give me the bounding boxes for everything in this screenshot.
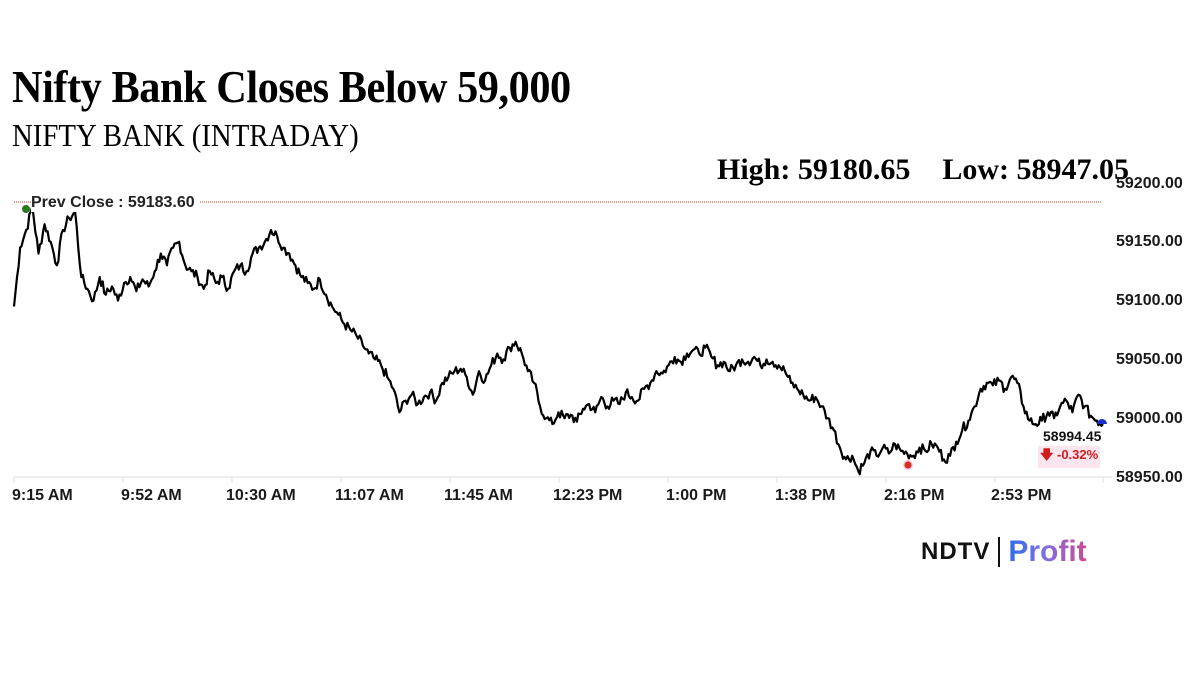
prev-close-label: Prev Close : 59183.60 xyxy=(31,194,199,212)
high-value: High: 59180.65 xyxy=(717,153,911,186)
x-tick-label: 11:45 AM xyxy=(444,487,513,504)
ndtv-profit-logo: NDTV Profit xyxy=(921,535,1087,569)
x-tick-label: 12:23 PM xyxy=(553,487,623,504)
x-tick-label: 10:30 AM xyxy=(226,487,296,504)
x-tick-label: 2:16 PM xyxy=(884,487,945,504)
y-tick-label: 58950.00 xyxy=(1116,469,1183,486)
x-axis-tick-marks xyxy=(13,477,1104,483)
x-tick-label: 11:07 AM xyxy=(335,487,404,504)
last-price-label: 58994.45 xyxy=(1043,428,1102,444)
x-tick-label: 2:53 PM xyxy=(991,487,1052,504)
change-badge: 🡇 -0.32% xyxy=(1038,446,1101,468)
y-tick-label: 59050.00 xyxy=(1116,351,1183,368)
y-tick-label: 59200.00 xyxy=(1116,175,1183,192)
x-tick-label: 9:15 AM xyxy=(12,487,73,504)
price-line xyxy=(12,205,1104,476)
y-tick-label: 59100.00 xyxy=(1116,292,1183,309)
arrow-down-icon: 🡇 xyxy=(1040,447,1054,462)
low-marker-dot xyxy=(904,461,912,469)
profit-wordmark: Profit xyxy=(1008,535,1087,568)
chart-subtitle: NIFTY BANK (INTRADAY) xyxy=(12,117,359,153)
logo-divider xyxy=(998,537,1001,567)
x-tick-label: 9:52 AM xyxy=(121,487,182,504)
high-low-summary: High: 59180.65 Low: 58947.05 xyxy=(717,153,1129,187)
change-percent: -0.32% xyxy=(1057,447,1099,462)
x-tick-label: 1:00 PM xyxy=(666,487,727,504)
y-tick-label: 59000.00 xyxy=(1116,410,1183,427)
y-tick-label: 59150.00 xyxy=(1116,233,1183,250)
high-marker xyxy=(22,205,30,213)
last-price-marker xyxy=(1097,419,1107,424)
x-tick-label: 1:38 PM xyxy=(775,487,836,504)
page-title: Nifty Bank Closes Below 59,000 xyxy=(12,61,571,112)
low-value: Low: 58947.05 xyxy=(942,153,1130,186)
ndtv-wordmark: NDTV xyxy=(921,538,991,565)
